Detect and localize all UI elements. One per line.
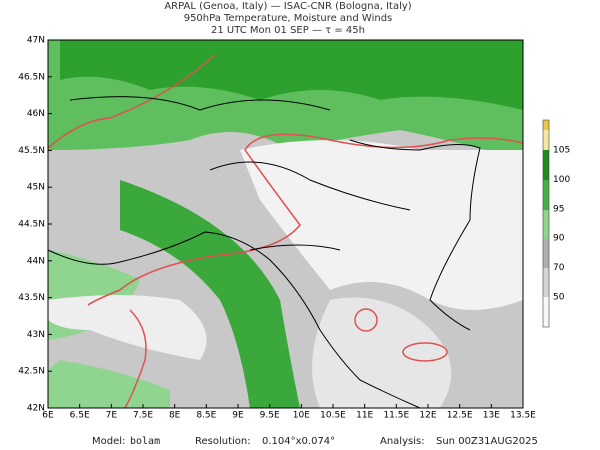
lon-label: 7E — [106, 411, 118, 421]
lat-label: 46N — [27, 109, 45, 119]
lon-label: 9E — [232, 411, 244, 421]
lon-label: 10E — [293, 411, 310, 421]
lon-label: 11.5E — [383, 411, 409, 421]
lon-label: 10.5E — [320, 411, 346, 421]
coastlines — [47, 96, 481, 409]
colorbar-label: 95 — [553, 204, 564, 214]
lat-label: 45.5N — [18, 146, 45, 156]
lon-label: 7.5E — [133, 411, 153, 421]
lat-label: 44.5N — [18, 220, 45, 230]
lat-label: 46.5N — [18, 72, 45, 82]
footer-label: Resolution: — [195, 436, 251, 447]
header-line: ARPAL (Genoa, Italy) — ISAC-CNR (Bologna… — [164, 1, 411, 12]
colorbar-label: 105 — [553, 146, 570, 156]
header-line: 950hPa Temperature, Moisture and Winds — [184, 13, 393, 24]
footer-label: Analysis: — [380, 436, 425, 447]
lat-label: 43.5N — [18, 293, 45, 303]
lon-label: 9.5E — [260, 411, 280, 421]
lat-label: 44N — [27, 256, 45, 266]
colorbar-label: 50 — [553, 293, 565, 303]
footer-value: Sun 00Z31AUG2025 — [436, 436, 538, 447]
lon-label: 8.5E — [196, 411, 216, 421]
colorbar-label: 70 — [553, 263, 565, 273]
temperature-contours — [47, 54, 524, 409]
lon-label: 13E — [483, 411, 500, 421]
lat-label: 42N — [27, 404, 45, 414]
colorbar-label: 90 — [553, 234, 565, 244]
lon-label: 8E — [169, 411, 181, 421]
header-line: 21 UTC Mon 01 SEP — τ = 45h — [211, 25, 365, 36]
lat-label: 47N — [27, 36, 45, 46]
lon-label: 12.5E — [447, 411, 473, 421]
lat-label: 45N — [27, 183, 45, 193]
footer-label: Model: — [92, 436, 125, 447]
lon-label: 13.5E — [510, 411, 536, 421]
lat-label: 42.5N — [18, 367, 45, 377]
lon-label: 11E — [356, 411, 373, 421]
lon-label: 12E — [419, 411, 436, 421]
footer-value: 0.104°x0.074° — [262, 436, 335, 447]
lon-label: 6.5E — [70, 411, 90, 421]
map-field — [48, 40, 523, 408]
colorbar-label: 100 — [553, 175, 570, 185]
lon-label: 6E — [42, 411, 54, 421]
lat-label: 43N — [27, 330, 45, 340]
colorbar — [542, 119, 550, 328]
footer-value: bolam — [130, 436, 160, 447]
